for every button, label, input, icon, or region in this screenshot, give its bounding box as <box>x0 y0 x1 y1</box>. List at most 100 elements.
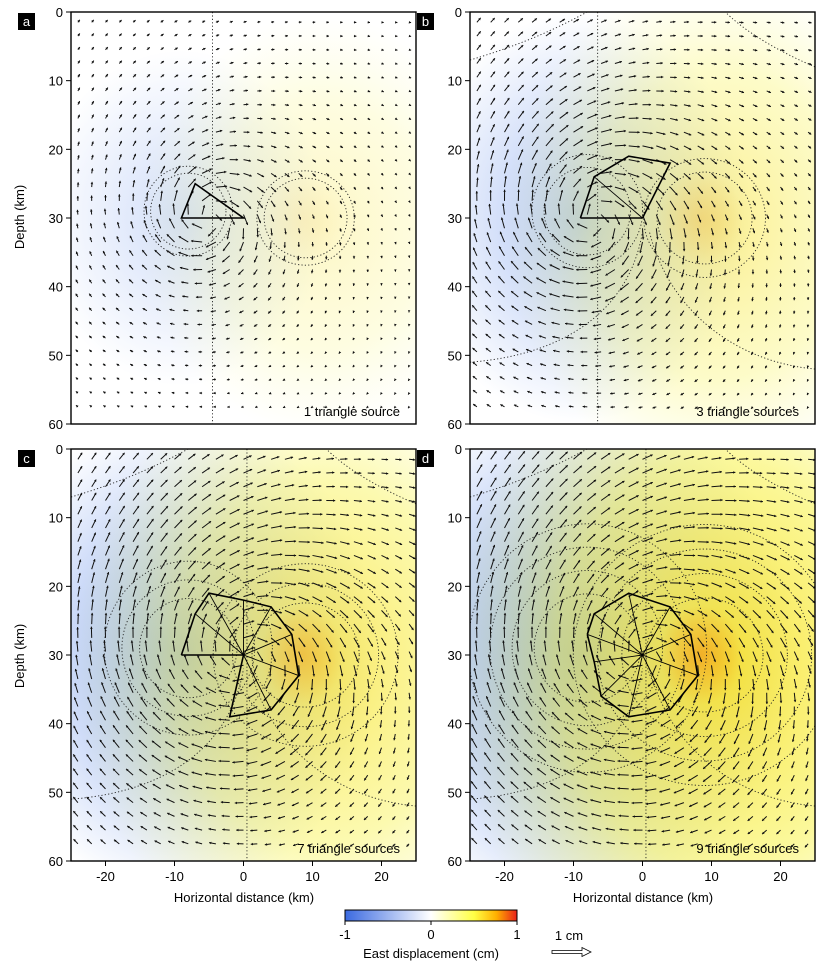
vector-arrowhead <box>618 47 622 50</box>
vector-arrowhead <box>354 76 357 79</box>
vector-arrowhead <box>386 486 389 489</box>
vector-arrowhead <box>251 523 254 526</box>
vector-arrowhead <box>652 264 655 267</box>
vector-field <box>72 452 416 848</box>
vector-arrowhead <box>605 273 608 276</box>
vector-arrowhead <box>162 153 166 156</box>
vector-arrowhead <box>591 46 594 49</box>
vector-arrowhead <box>335 752 338 756</box>
vector-arrowhead <box>550 478 554 481</box>
vector-arrowhead <box>411 613 414 616</box>
vector-arrowhead <box>684 235 687 238</box>
vector-arrowhead <box>313 117 316 121</box>
vector-arrowhead <box>795 90 798 93</box>
vector-arrowhead <box>471 795 474 798</box>
vector-arrowhead <box>494 451 497 454</box>
vector-arrowhead <box>89 640 93 643</box>
outer-contour <box>71 668 244 800</box>
vector-arrowhead <box>700 48 704 52</box>
vector-arrowhead <box>534 572 537 575</box>
vector-arrowhead <box>520 545 524 548</box>
vector-arrowhead <box>714 147 718 150</box>
vector-arrowhead <box>133 33 136 37</box>
vector-arrowhead <box>506 31 509 34</box>
vector-arrowhead <box>248 802 252 805</box>
vector-arrowhead <box>688 162 692 165</box>
vector-arrowhead <box>394 103 398 106</box>
vector-arrowhead <box>808 173 811 177</box>
vector-arrowhead <box>142 250 145 253</box>
vector-arrowhead <box>264 843 268 846</box>
vector-arrowhead <box>394 89 398 93</box>
vector-arrowhead <box>184 350 187 353</box>
vector-arrowhead <box>222 481 225 484</box>
vector-arrowhead <box>339 229 342 232</box>
vector-arrowhead <box>338 310 342 314</box>
vector-arrowhead <box>521 518 524 521</box>
vector-arrowhead <box>367 131 371 134</box>
vector-arrowhead <box>116 391 120 394</box>
vector-arrowhead <box>367 173 370 176</box>
vector-arrowhead <box>714 21 717 24</box>
vector-arrowhead <box>651 146 654 150</box>
vector-arrowhead <box>113 825 117 828</box>
vector-arrowhead <box>641 237 645 240</box>
vector-arrowhead <box>89 237 92 240</box>
vector-arrowhead <box>537 740 541 743</box>
vector-arrowhead <box>263 802 266 806</box>
vector-arrowhead <box>359 485 362 489</box>
vector-arrowhead <box>393 737 396 741</box>
vector-arrowhead <box>366 200 370 204</box>
vector-arrowhead <box>204 102 207 105</box>
vector-arrowhead <box>606 260 609 263</box>
vector-arrowhead <box>514 217 517 221</box>
vector-arrowhead <box>646 47 649 51</box>
vector-arrowhead <box>354 117 357 120</box>
vector-arrowhead <box>256 234 259 238</box>
vector-arrowhead <box>620 275 624 278</box>
outer-contour <box>724 12 815 68</box>
vector-arrowhead <box>306 727 309 730</box>
vector-arrowhead <box>696 247 700 250</box>
vector-arrowhead <box>192 453 196 457</box>
vector-arrowhead <box>753 188 757 192</box>
vector-arrowhead <box>352 283 356 286</box>
vector-arrowhead <box>251 509 254 513</box>
vector-arrowhead <box>793 229 797 232</box>
vector-arrowhead <box>549 264 553 267</box>
vector-arrowhead <box>251 634 255 637</box>
vector-arrowhead <box>79 452 83 456</box>
vector-arrowhead <box>272 62 275 65</box>
vector-arrowhead <box>638 392 641 395</box>
vector-arrowhead <box>767 146 771 149</box>
vector-arrowhead <box>237 522 240 526</box>
vector-arrowhead <box>209 168 212 171</box>
vector-arrowhead <box>226 350 229 354</box>
vector-arrowhead <box>663 177 666 180</box>
vector-arrowhead <box>364 777 367 781</box>
vector-arrowhead <box>478 558 481 561</box>
vector-arrowhead <box>637 145 640 148</box>
vector-arrowhead <box>181 219 184 222</box>
vector-arrowhead <box>193 560 196 564</box>
vector-arrowhead <box>471 752 474 756</box>
vector-arrowhead <box>179 714 182 717</box>
vector-arrowhead <box>307 569 310 573</box>
vector-arrowhead <box>661 75 664 79</box>
vector-arrowhead <box>701 147 705 150</box>
vector-arrowhead <box>204 744 208 748</box>
vector-arrowhead <box>623 129 626 133</box>
vector-arrowhead <box>765 271 769 274</box>
vector-arrowhead <box>565 451 568 455</box>
vector-arrowhead <box>623 173 626 176</box>
vector-arrowhead <box>314 659 317 662</box>
west-contour-ring <box>139 598 238 699</box>
panel-background <box>470 12 815 424</box>
vector-arrowhead <box>120 585 123 589</box>
vector-arrowhead <box>166 698 170 701</box>
vector-arrowhead <box>412 500 416 503</box>
vector-arrowhead <box>268 272 271 275</box>
vector-arrowhead <box>492 17 495 21</box>
vector-arrowhead <box>366 323 369 327</box>
vector-arrowhead <box>609 170 613 174</box>
